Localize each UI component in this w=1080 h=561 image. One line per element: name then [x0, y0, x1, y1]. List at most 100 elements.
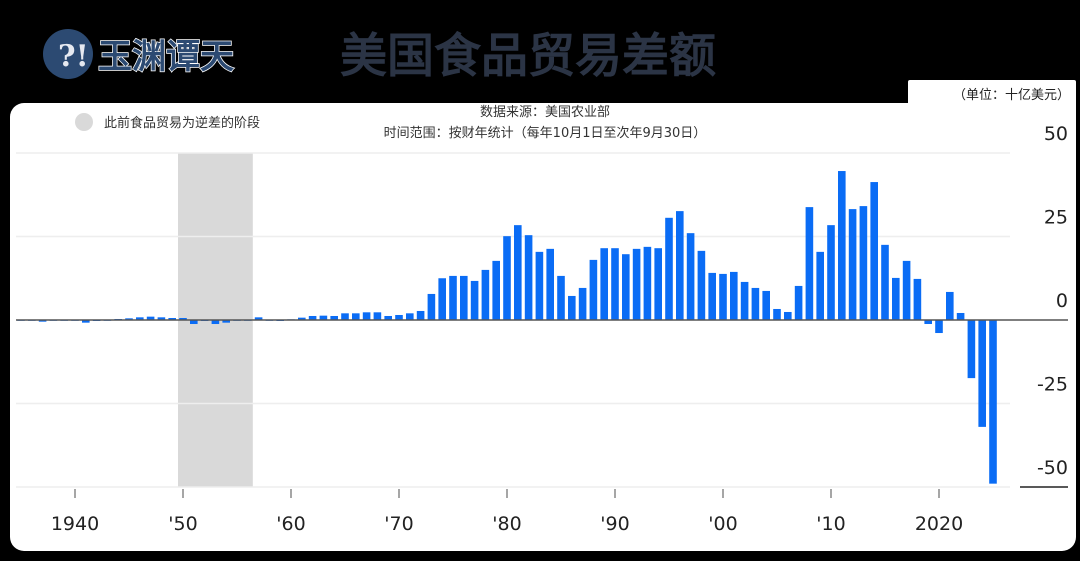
y-tick-label: 0 — [1056, 290, 1068, 312]
legend-label: 此前食品贸易为逆差的阶段 — [104, 115, 260, 131]
x-tick-label: '00 — [708, 513, 737, 535]
bar-1948 — [157, 317, 166, 320]
bar-1962 — [308, 315, 317, 320]
bar-2001 — [730, 271, 738, 320]
bar-1974 — [438, 278, 446, 320]
bar-1979 — [492, 260, 500, 320]
bar-1937 — [38, 320, 47, 322]
unit-label: （单位：十亿美元） — [953, 88, 1070, 103]
x-tick-label: '80 — [492, 513, 521, 535]
bar-2023 — [967, 320, 976, 379]
bar-1990 — [611, 248, 619, 320]
x-tick-label: '50 — [168, 513, 197, 535]
bar-2000 — [719, 273, 727, 320]
bar-1966 — [352, 313, 360, 320]
bar-1967 — [362, 312, 371, 320]
bar-1999 — [708, 272, 716, 320]
bar-2008 — [805, 207, 814, 320]
bar-1980 — [503, 236, 511, 320]
bar-1982 — [524, 235, 533, 320]
bar-1973 — [427, 293, 436, 320]
bar-1971 — [406, 313, 414, 320]
bar-2016 — [892, 277, 900, 320]
bar-2003 — [751, 287, 760, 320]
bar-1968 — [373, 312, 382, 320]
bar-2006 — [784, 311, 792, 320]
bar-1994 — [654, 248, 662, 320]
bar-1970 — [395, 314, 403, 320]
bar-1996 — [676, 211, 684, 320]
bar-1954 — [222, 320, 230, 323]
bar-1988 — [589, 259, 598, 320]
page-title: 美国食品贸易差额 — [340, 29, 716, 84]
bar-1949 — [168, 317, 176, 320]
bar-1993 — [643, 246, 652, 320]
bar-2005 — [773, 308, 781, 320]
y-tick-label: 25 — [1044, 207, 1068, 229]
bar-1987 — [578, 287, 587, 320]
bar-2007 — [794, 285, 803, 320]
bar-1951 — [190, 320, 198, 325]
x-tick-label: '10 — [816, 513, 845, 535]
bar-1992 — [632, 248, 641, 320]
bar-1977 — [470, 280, 479, 320]
source-line: 数据来源：美国农业部 — [480, 105, 610, 120]
bar-2021 — [946, 291, 954, 320]
y-tick-label: -50 — [1037, 457, 1068, 479]
x-tick-label: 2020 — [915, 513, 963, 535]
bar-1965 — [341, 313, 349, 320]
bar-2010 — [827, 225, 835, 320]
chart-panel — [10, 103, 1076, 551]
x-tick-label: '90 — [600, 513, 629, 535]
bar-2015 — [881, 244, 889, 320]
bar-1991 — [622, 254, 630, 320]
bar-2012 — [848, 209, 857, 320]
bar-1953 — [211, 320, 220, 325]
bar-1950 — [179, 317, 187, 320]
y-tick-label: 50 — [1044, 123, 1068, 145]
logo-glyph: ?! — [58, 39, 89, 74]
logo: ?! 玉渊谭天 — [43, 29, 235, 79]
bar-2004 — [762, 290, 770, 320]
bar-1941 — [82, 320, 90, 323]
bar-1997 — [686, 233, 695, 320]
bar-1964 — [330, 315, 338, 320]
x-tick-label: '60 — [276, 513, 305, 535]
bar-2024 — [978, 320, 986, 427]
bar-1984 — [546, 248, 554, 320]
bar-1983 — [535, 251, 544, 320]
bar-1963 — [319, 315, 328, 320]
bar-2022 — [956, 312, 965, 320]
bar-1989 — [600, 248, 608, 320]
bar-1978 — [481, 269, 490, 320]
bar-2018 — [913, 278, 922, 320]
bar-1985 — [557, 275, 565, 320]
bar-1995 — [665, 217, 673, 320]
bar-1975 — [449, 275, 457, 320]
bar-1946 — [136, 317, 144, 320]
period-line: 时间范围：按财年统计（每年10月1日至次年9月30日） — [384, 125, 707, 141]
bar-2002 — [740, 281, 749, 320]
bar-2019 — [924, 320, 932, 325]
bar-2013 — [859, 206, 868, 320]
bar-1957 — [254, 317, 263, 320]
bar-1972 — [416, 310, 425, 320]
x-tick-label: 1940 — [51, 513, 99, 535]
bar-2009 — [816, 251, 824, 320]
bar-1961 — [298, 317, 306, 320]
bar-1998 — [697, 250, 706, 320]
bar-2017 — [902, 260, 911, 320]
bar-1945 — [125, 318, 133, 320]
legend-swatch — [75, 113, 93, 131]
bar-2020 — [935, 320, 943, 334]
logo-mark-icon — [43, 29, 93, 79]
logo-text: 玉渊谭天 — [98, 37, 234, 77]
bar-2014 — [870, 182, 878, 320]
bar-2025 — [989, 320, 997, 484]
y-tick-label: -25 — [1037, 374, 1068, 396]
bar-2011 — [838, 171, 846, 320]
bar-1976 — [460, 275, 468, 320]
bar-1969 — [384, 315, 392, 320]
x-tick-label: '70 — [384, 513, 413, 535]
